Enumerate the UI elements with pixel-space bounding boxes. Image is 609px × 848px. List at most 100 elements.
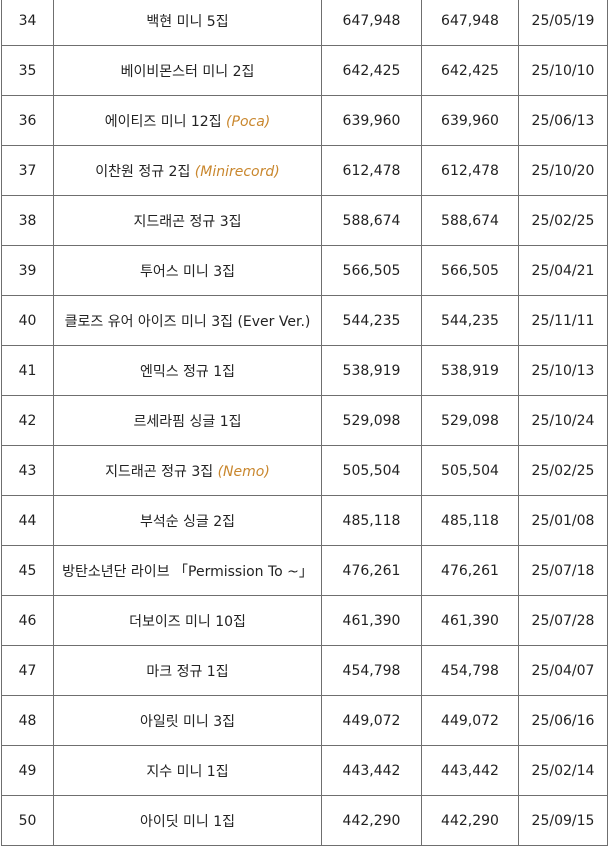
album-title: 에이티즈 미니 12집: [104, 113, 222, 130]
rank-cell: 37: [1, 145, 54, 196]
release-date-cell: 25/02/25: [518, 445, 608, 496]
rank-cell: 36: [1, 95, 54, 146]
album-title: 방탄소년단 라이브 「Permission To ~」: [62, 563, 313, 580]
rank-cell: 48: [1, 695, 54, 746]
release-date-cell: 25/01/08: [518, 495, 608, 546]
album-cell: 베이비몬스터 미니 2집: [53, 45, 322, 96]
total-sales-cell: 449,072: [321, 695, 422, 746]
release-date-cell: 25/02/25: [518, 195, 608, 246]
table-row: 48 아일릿 미니 3집 449,072 449,072 25/06/16: [1, 695, 608, 746]
total-sales-cell: 443,442: [321, 745, 422, 796]
album-cell: 마크 정규 1집: [53, 645, 322, 696]
album-title: 더보이즈 미니 10집: [129, 613, 246, 630]
sales-cell: 642,425: [421, 45, 519, 96]
table-row: 34 백현 미니 5집 647,948 647,948 25/05/19: [1, 0, 608, 46]
rank-cell: 39: [1, 245, 54, 296]
rank-cell: 50: [1, 795, 54, 846]
total-sales-cell: 647,948: [321, 0, 422, 46]
table-row: 35 베이비몬스터 미니 2집 642,425 642,425 25/10/10: [1, 45, 608, 96]
sales-cell: 454,798: [421, 645, 519, 696]
table-row: 36 에이티즈 미니 12집 (Poca) 639,960 639,960 25/06/…: [1, 95, 608, 146]
release-date-cell: 25/06/13: [518, 95, 608, 146]
table-row: 41 엔믹스 정규 1집 538,919 538,919 25/10/13: [1, 345, 608, 396]
total-sales-cell: 639,960: [321, 95, 422, 146]
release-date-cell: 25/10/13: [518, 345, 608, 396]
rank-cell: 43: [1, 445, 54, 496]
album-title: 아일릿 미니 3집: [139, 713, 236, 730]
table-row: 42 르세라핌 싱글 1집 529,098 529,098 25/10/24: [1, 395, 608, 446]
album-title: 백현 미니 5집: [146, 13, 229, 30]
rank-cell: 45: [1, 545, 54, 596]
rank-cell: 38: [1, 195, 54, 246]
total-sales-cell: 485,118: [321, 495, 422, 546]
sales-cell: 538,919: [421, 345, 519, 396]
album-cell: 부석순 싱글 2집: [53, 495, 322, 546]
sales-cell: 485,118: [421, 495, 519, 546]
release-date-cell: 25/06/16: [518, 695, 608, 746]
release-date-cell: 25/11/11: [518, 295, 608, 346]
total-sales-cell: 566,505: [321, 245, 422, 296]
sales-cell: 588,674: [421, 195, 519, 246]
rank-cell: 40: [1, 295, 54, 346]
album-edition-note: (Poca): [226, 113, 271, 130]
table-row: 37 이찬원 정규 2집 (Minirecord) 612,478 612,478 25…: [1, 145, 608, 196]
album-cell: 방탄소년단 라이브 「Permission To ~」: [53, 545, 322, 596]
album-title: 엔믹스 정규 1집: [139, 363, 236, 380]
total-sales-cell: 588,674: [321, 195, 422, 246]
sales-cell: 449,072: [421, 695, 519, 746]
release-date-cell: 25/10/24: [518, 395, 608, 446]
release-date-cell: 25/10/20: [518, 145, 608, 196]
sales-cell: 647,948: [421, 0, 519, 46]
release-date-cell: 25/04/21: [518, 245, 608, 296]
total-sales-cell: 442,290: [321, 795, 422, 846]
sales-cell: 443,442: [421, 745, 519, 796]
release-date-cell: 25/05/19: [518, 0, 608, 46]
album-title: 아이딧 미니 1집: [139, 813, 236, 830]
total-sales-cell: 454,798: [321, 645, 422, 696]
table-row: 44 부석순 싱글 2집 485,118 485,118 25/01/08: [1, 495, 608, 546]
album-cell: 더보이즈 미니 10집: [53, 595, 322, 646]
album-cell: 지드래곤 정규 3집 (Nemo): [53, 445, 322, 496]
album-cell: 엔믹스 정규 1집: [53, 345, 322, 396]
album-title: 부석순 싱글 2집: [139, 513, 236, 530]
album-cell: 지드래곤 정규 3집: [53, 195, 322, 246]
release-date-cell: 25/07/28: [518, 595, 608, 646]
rank-cell: 35: [1, 45, 54, 96]
table-row: 39 투어스 미니 3집 566,505 566,505 25/04/21: [1, 245, 608, 296]
release-date-cell: 25/07/18: [518, 545, 608, 596]
release-date-cell: 25/09/15: [518, 795, 608, 846]
total-sales-cell: 538,919: [321, 345, 422, 396]
album-title: 지드래곤 정규 3집: [105, 463, 214, 480]
table-row: 49 지수 미니 1집 443,442 443,442 25/02/14: [1, 745, 608, 796]
album-title: 마크 정규 1집: [146, 663, 229, 680]
sales-cell: 505,504: [421, 445, 519, 496]
album-cell: 백현 미니 5집: [53, 0, 322, 46]
album-cell: 이찬원 정규 2집 (Minirecord): [53, 145, 322, 196]
table-row: 46 더보이즈 미니 10집 461,390 461,390 25/07/28: [1, 595, 608, 646]
sales-cell: 476,261: [421, 545, 519, 596]
album-title: 클로즈 유어 아이즈 미니 3집 (Ever Ver.): [64, 313, 311, 330]
table-row: 40 클로즈 유어 아이즈 미니 3집 (Ever Ver.) 544,235 544…: [1, 295, 608, 346]
album-title: 르세라핌 싱글 1집: [133, 413, 242, 430]
album-cell: 에이티즈 미니 12집 (Poca): [53, 95, 322, 146]
album-edition-note: (Nemo): [217, 463, 270, 480]
album-cell: 지수 미니 1집: [53, 745, 322, 796]
album-cell: 투어스 미니 3집: [53, 245, 322, 296]
total-sales-cell: 642,425: [321, 45, 422, 96]
release-date-cell: 25/10/10: [518, 45, 608, 96]
album-title: 지드래곤 정규 3집: [133, 213, 242, 230]
sales-cell: 639,960: [421, 95, 519, 146]
release-date-cell: 25/02/14: [518, 745, 608, 796]
total-sales-cell: 544,235: [321, 295, 422, 346]
album-edition-note: (Minirecord): [194, 163, 280, 180]
album-cell: 아일릿 미니 3집: [53, 695, 322, 746]
rank-cell: 41: [1, 345, 54, 396]
rank-cell: 46: [1, 595, 54, 646]
sales-cell: 612,478: [421, 145, 519, 196]
rank-cell: 44: [1, 495, 54, 546]
album-cell: 르세라핌 싱글 1집: [53, 395, 322, 446]
table-row: 45 방탄소년단 라이브 「Permission To ~」 476,261 476,…: [1, 545, 608, 596]
album-title: 베이비몬스터 미니 2집: [120, 63, 255, 80]
